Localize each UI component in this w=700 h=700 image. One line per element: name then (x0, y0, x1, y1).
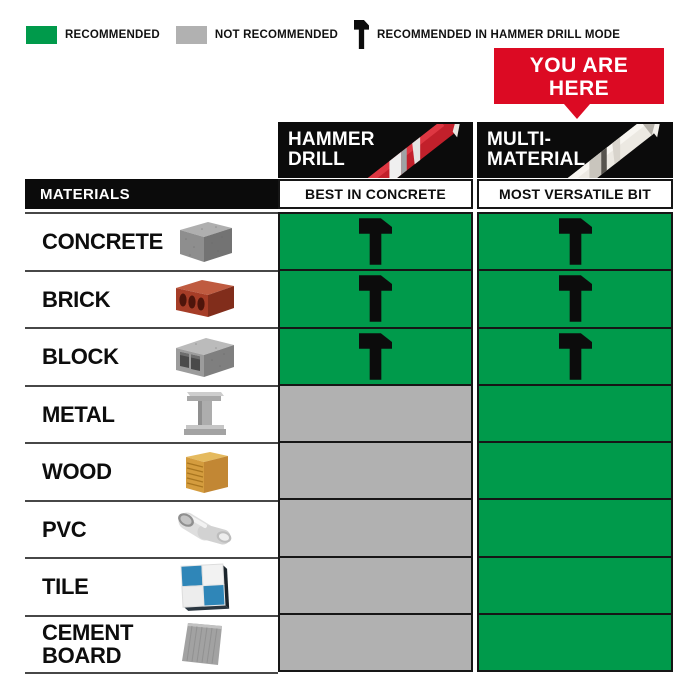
material-row-concrete: CONCRETE (25, 214, 278, 272)
legend-label: RECOMMENDED IN HAMMER DRILL MODE (376, 28, 621, 41)
hammer-drill-bit-image (361, 124, 462, 178)
material-label: WOOD (42, 459, 112, 485)
banner-line2: HERE (548, 77, 610, 100)
column-header-multi-material: MULTI- MATERIAL (477, 122, 673, 178)
column-title: HAMMER DRILL (288, 129, 375, 170)
brick-image (172, 274, 238, 324)
legend-item-not-recommended: NOT RECOMMENDED (175, 25, 338, 44)
materials-column: CONCRETE BRICK BLOCK (25, 212, 278, 674)
material-label: CEMENT BOARD (42, 620, 134, 669)
cell-cement-board-multi-material (479, 612, 671, 670)
legend-label: NOT RECOMMENDED (214, 28, 338, 41)
material-label: CONCRETE (42, 229, 164, 255)
hammer-mode-icon (359, 332, 392, 380)
subtitle-hammer-drill: BEST IN CONCRETE (278, 179, 473, 209)
legend-item-hammer-mode: RECOMMENDED IN HAMMER DRILL MODE (353, 20, 621, 49)
material-row-tile: TILE (25, 559, 278, 617)
multi-material-bit-image (561, 124, 662, 178)
hammer-mode-icon (359, 275, 392, 323)
material-row-pvc: PVC (25, 502, 278, 559)
cell-concrete-hammer-drill (280, 214, 471, 270)
cell-metal-multi-material (479, 383, 671, 441)
recommended-swatch (26, 25, 57, 44)
legend-label: RECOMMENDED (65, 28, 160, 41)
material-label: METAL (42, 401, 115, 427)
metal-ibeam-image (172, 389, 238, 439)
banner-line1: YOU ARE (529, 54, 629, 77)
cell-brick-hammer-drill (280, 269, 471, 327)
materials-header: MATERIALS (25, 179, 278, 209)
cell-wood-hammer-drill (280, 441, 471, 499)
cell-wood-multi-material (479, 441, 671, 499)
cinder-block-image (172, 332, 238, 382)
cement-board-image (172, 619, 238, 669)
cells-multi-material (477, 212, 673, 672)
cells-hammer-drill (278, 212, 473, 672)
material-label: PVC (42, 516, 87, 542)
legend-item-recommended: RECOMMENDED (26, 25, 160, 44)
pvc-pipe-image (172, 504, 238, 554)
material-row-block: BLOCK (25, 329, 278, 387)
hammer-mode-icon (558, 332, 592, 380)
down-arrow-icon (564, 104, 590, 119)
cell-block-hammer-drill (280, 326, 471, 384)
not-recommended-swatch (175, 25, 207, 44)
hammer-mode-icon (558, 218, 592, 265)
cell-pvc-hammer-drill (280, 498, 471, 556)
hammer-mode-icon (558, 275, 592, 323)
material-row-cement-board: CEMENT BOARD (25, 617, 278, 674)
cell-block-multi-material (479, 326, 671, 384)
column-title: MULTI- MATERIAL (487, 129, 586, 170)
cell-pvc-multi-material (479, 498, 671, 556)
wood-block-image (172, 447, 238, 497)
material-row-wood: WOOD (25, 444, 278, 502)
legend: RECOMMENDED NOT RECOMMENDED RECOMMENDED … (26, 20, 620, 49)
you-are-here-banner: YOU ARE HERE (494, 48, 664, 119)
tile-image (172, 562, 238, 612)
column-header-hammer-drill: HAMMER DRILL (278, 122, 473, 178)
cell-tile-hammer-drill (280, 555, 471, 613)
subtitle-multi-material: MOST VERSATILE BIT (477, 179, 673, 209)
material-row-metal: METAL (25, 387, 278, 444)
material-row-brick: BRICK (25, 272, 278, 329)
material-label: BLOCK (42, 344, 119, 370)
cell-cement-board-hammer-drill (280, 612, 471, 670)
material-label: BRICK (42, 286, 111, 312)
cell-concrete-multi-material (479, 214, 671, 270)
hammer-drill-mode-icon (353, 20, 369, 49)
cell-brick-multi-material (479, 269, 671, 327)
hammer-mode-icon (359, 218, 392, 265)
cell-tile-multi-material (479, 555, 671, 613)
cell-metal-hammer-drill (280, 383, 471, 441)
concrete-block-image (172, 217, 238, 267)
material-label: TILE (42, 574, 89, 600)
